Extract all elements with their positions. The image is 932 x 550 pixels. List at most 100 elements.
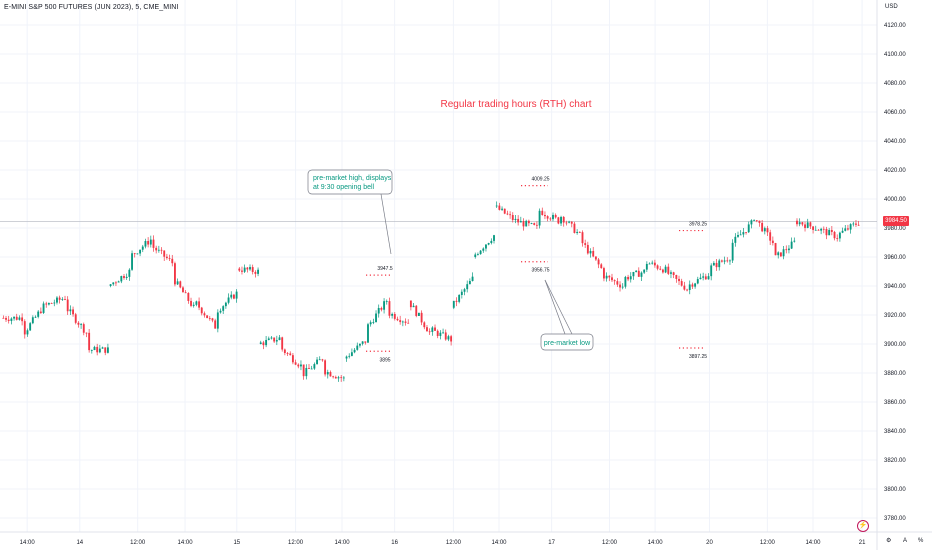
candle-body xyxy=(584,243,587,245)
premarket-level-label: 3897.25 xyxy=(689,354,707,360)
candle-body xyxy=(707,276,710,280)
candle-body xyxy=(101,347,104,349)
candle-body xyxy=(535,224,538,226)
symbol-title[interactable]: E-MINI S&P 500 FUTURES (JUN 2023), 5, CM… xyxy=(4,4,179,11)
candle-body xyxy=(98,348,101,353)
auto-scale-button[interactable]: A xyxy=(903,538,908,544)
candle-body xyxy=(396,318,399,321)
candle-body xyxy=(455,300,458,302)
candle-body xyxy=(300,364,302,367)
y-tick-label: 3880.00 xyxy=(884,371,906,377)
candle-body xyxy=(699,277,702,280)
candle-body xyxy=(769,232,772,241)
y-tick-label: 3840.00 xyxy=(884,429,906,435)
candle-body xyxy=(273,337,276,342)
y-tick-label: 4020.00 xyxy=(884,168,906,174)
candle-body xyxy=(176,281,179,285)
candle-body xyxy=(112,282,115,285)
candle-body xyxy=(187,292,190,301)
candle-body xyxy=(608,275,611,278)
x-tick-label: 14:00 xyxy=(805,540,821,546)
candle-body xyxy=(246,267,249,270)
y-tick-label: 4060.00 xyxy=(884,110,906,116)
candle-body xyxy=(219,310,222,313)
candle-body xyxy=(47,303,50,305)
candle-body xyxy=(838,232,841,239)
candle-body xyxy=(190,300,192,306)
candle-body xyxy=(18,317,21,320)
candle-body xyxy=(375,313,377,323)
candle-body xyxy=(785,249,788,251)
candle-body xyxy=(645,263,648,270)
candle-body xyxy=(136,253,139,255)
candle-body xyxy=(305,367,308,377)
candle-body xyxy=(509,214,512,216)
candle-body xyxy=(109,284,112,286)
candle-body xyxy=(779,252,782,257)
x-tick-label: 14:00 xyxy=(20,540,36,546)
candle-body xyxy=(168,258,171,259)
candle-body xyxy=(206,315,209,319)
candle-body xyxy=(444,332,447,340)
candle-body xyxy=(417,312,420,316)
callout-high-line2: at 9:30 opening bell xyxy=(313,184,375,191)
x-tick-label: 14 xyxy=(76,540,83,546)
candle-body xyxy=(270,337,273,339)
candle-body xyxy=(340,377,343,379)
candle-body xyxy=(69,309,72,312)
candle-body xyxy=(128,269,131,277)
lightning-icon[interactable]: ⚡ xyxy=(857,520,869,532)
gear-icon[interactable]: ⚙ xyxy=(886,538,892,544)
candle-body xyxy=(334,377,337,379)
candle-body xyxy=(522,221,525,227)
candle-body xyxy=(686,289,688,291)
candle-body xyxy=(241,270,243,272)
candle-body xyxy=(855,223,857,225)
candle-body xyxy=(460,291,463,295)
candle-body xyxy=(77,322,80,325)
candle-body xyxy=(501,208,503,210)
candle-body xyxy=(401,321,404,323)
y-tick-label: 3980.00 xyxy=(884,226,906,232)
candle-body xyxy=(192,304,195,306)
callout-high-line1: pre-market high, displays xyxy=(313,175,392,182)
candle-body xyxy=(611,277,613,281)
candle-body xyxy=(777,252,780,256)
candle-body xyxy=(755,220,758,222)
candle-body xyxy=(594,256,597,260)
candle-body xyxy=(672,272,675,276)
y-tick-label: 4000.00 xyxy=(884,197,906,203)
candle-body xyxy=(554,214,557,218)
premarket-level-label: 4009.25 xyxy=(531,177,549,183)
callout-premarket-high: pre-market high, displays at 9:30 openin… xyxy=(307,169,393,255)
candle-body xyxy=(147,241,150,245)
candle-body xyxy=(758,220,761,223)
x-tick-label: 14:00 xyxy=(335,540,351,546)
candle-body xyxy=(632,271,635,277)
currency-label[interactable]: USD xyxy=(885,4,898,10)
candle-body xyxy=(388,301,391,316)
candle-body xyxy=(345,356,348,359)
candle-body xyxy=(442,332,445,334)
candle-body xyxy=(31,317,34,324)
price-axis[interactable]: 4120.00 4100.00 4080.00 4060.00 4040.00 4020.… xyxy=(884,23,906,522)
candle-body xyxy=(720,260,723,262)
candle-body xyxy=(498,205,501,210)
candle-body xyxy=(10,318,13,321)
x-tick-label: 12:00 xyxy=(760,540,776,546)
candle-body xyxy=(651,262,654,264)
candle-body xyxy=(367,324,369,343)
percent-scale-button[interactable]: % xyxy=(918,538,924,544)
candle-body xyxy=(359,343,361,346)
candle-body xyxy=(353,349,356,353)
candle-body xyxy=(426,327,428,332)
time-axis[interactable]: 14:00 14 12:00 14:00 15 12:00 14:00 16 12:00 14:0… xyxy=(20,540,866,546)
x-tick-label: 14:00 xyxy=(492,540,508,546)
candle-body xyxy=(249,267,251,270)
y-tick-label: 3780.00 xyxy=(884,516,906,522)
candle-body xyxy=(605,275,608,279)
candle-body xyxy=(13,316,16,319)
candle-body xyxy=(289,353,292,356)
candle-body xyxy=(364,341,367,343)
